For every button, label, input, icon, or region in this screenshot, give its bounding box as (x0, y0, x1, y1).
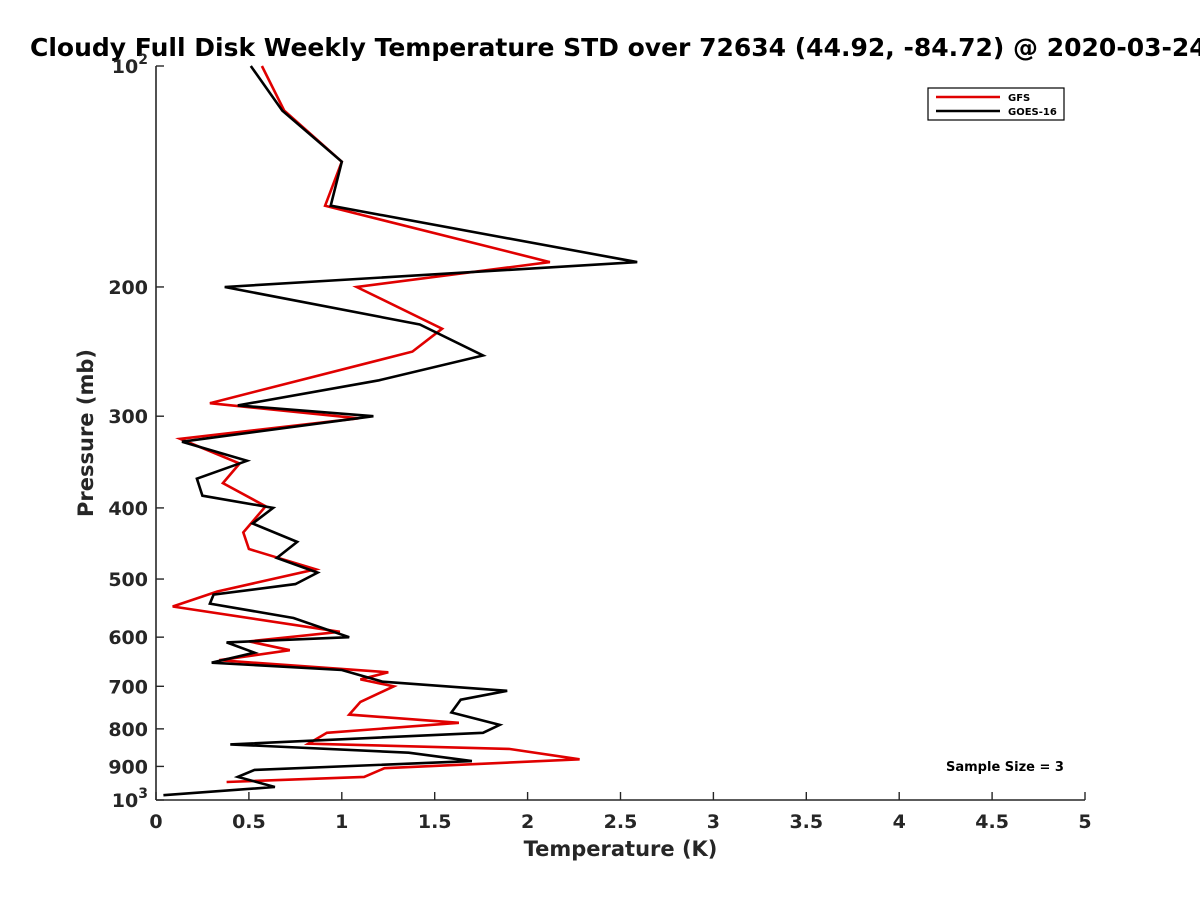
series-layer (163, 65, 638, 797)
y-tick-label: 400 (108, 498, 148, 520)
chart-title: Cloudy Full Disk Weekly Temperature STD … (30, 33, 1200, 62)
y-tick-label: 600 (108, 627, 148, 649)
x-axis-ticks: 0 0.5 1 1.5 2 2.5 3 3.5 4 4.5 5 (149, 792, 1092, 833)
y-tick-label: 102 (112, 52, 148, 78)
y-tick-label: 200 (108, 277, 148, 299)
y-tick-label: 900 (108, 756, 148, 778)
x-tick-label: 3.5 (789, 811, 823, 833)
series-line-goes16 (163, 65, 638, 797)
x-tick-label: 4.5 (975, 811, 1009, 833)
y-tick-label: 103 (112, 786, 148, 812)
x-axis-label: Temperature (K) (524, 837, 718, 861)
y-axis-ticks: 102 200 300 400 500 600 700 800 900 103 (108, 52, 164, 812)
legend-label-goes16: GOES-16 (1008, 107, 1057, 118)
x-tick-label: 1.5 (418, 811, 452, 833)
y-tick-label: 500 (108, 569, 148, 591)
x-tick-label: 0.5 (232, 811, 266, 833)
x-tick-label: 1 (335, 811, 348, 833)
x-tick-label: 2.5 (604, 811, 638, 833)
series-line-gfs (172, 65, 580, 784)
legend: GFS GOES-16 (927, 87, 1065, 121)
x-tick-label: 0 (149, 811, 162, 833)
sample-size-annotation: Sample Size = 3 (946, 760, 1064, 775)
y-axis-label: Pressure (mb) (74, 349, 98, 517)
x-tick-label: 5 (1078, 811, 1091, 833)
legend-label-gfs: GFS (1008, 93, 1030, 104)
y-tick-label: 300 (108, 406, 148, 428)
y-tick-label: 800 (108, 719, 148, 741)
y-tick-label: 700 (108, 676, 148, 698)
legend-box (927, 87, 1065, 121)
x-tick-label: 3 (707, 811, 720, 833)
x-tick-label: 4 (893, 811, 906, 833)
x-tick-label: 2 (521, 811, 534, 833)
